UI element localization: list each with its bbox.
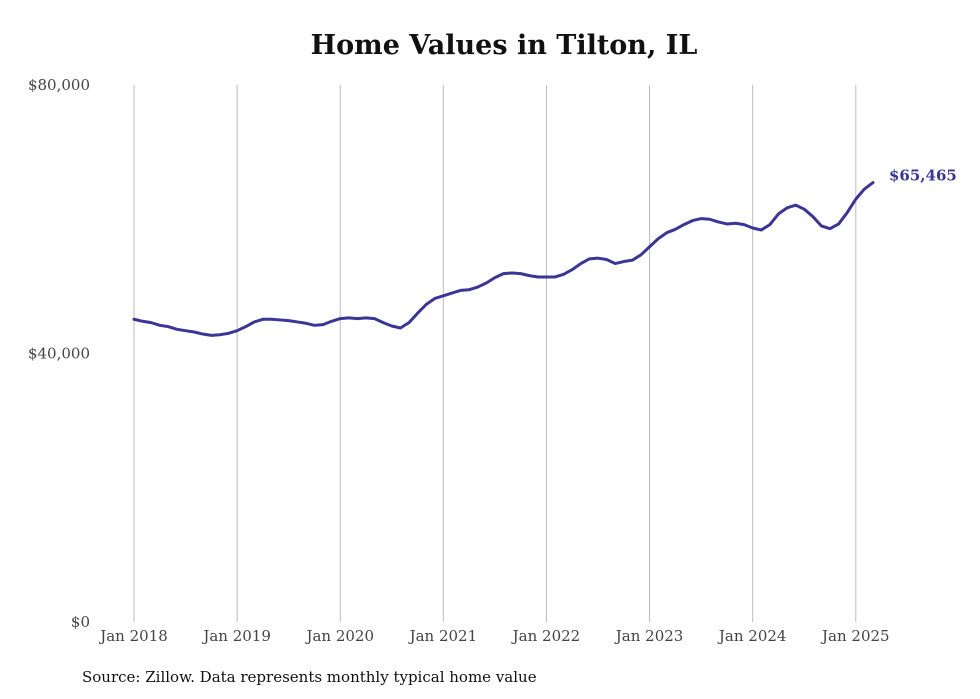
- x-tick-label: Jan 2023: [614, 627, 684, 645]
- source-note: Source: Zillow. Data represents monthly …: [82, 668, 537, 686]
- x-tick-label: Jan 2025: [820, 627, 890, 645]
- x-tick-label: Jan 2019: [201, 627, 271, 645]
- end-label-layer: $65,465: [889, 167, 957, 185]
- x-tick-label: Jan 2020: [304, 627, 374, 645]
- series-layer: [132, 181, 875, 337]
- y-tick-label: $40,000: [28, 345, 90, 363]
- x-tick-label: Jan 2021: [408, 627, 478, 645]
- end-value-label: $65,465: [889, 167, 957, 185]
- x-axis-ticks: Jan 2018 Jan 2019 Jan 2020 Jan 2021 Jan 2022…: [98, 627, 889, 645]
- x-tick-label: Jan 2022: [511, 627, 581, 645]
- x-tick-label: Jan 2018: [98, 627, 168, 645]
- series-line: [132, 181, 875, 337]
- x-tick-label: Jan 2024: [717, 627, 787, 645]
- chart-title: Home Values in Tilton, IL: [310, 30, 698, 61]
- grid-layer: [133, 85, 857, 622]
- y-tick-label: $80,000: [28, 76, 90, 94]
- y-tick-label: $0: [71, 613, 90, 631]
- y-axis-ticks: $0 $40,000 $80,000: [28, 76, 90, 631]
